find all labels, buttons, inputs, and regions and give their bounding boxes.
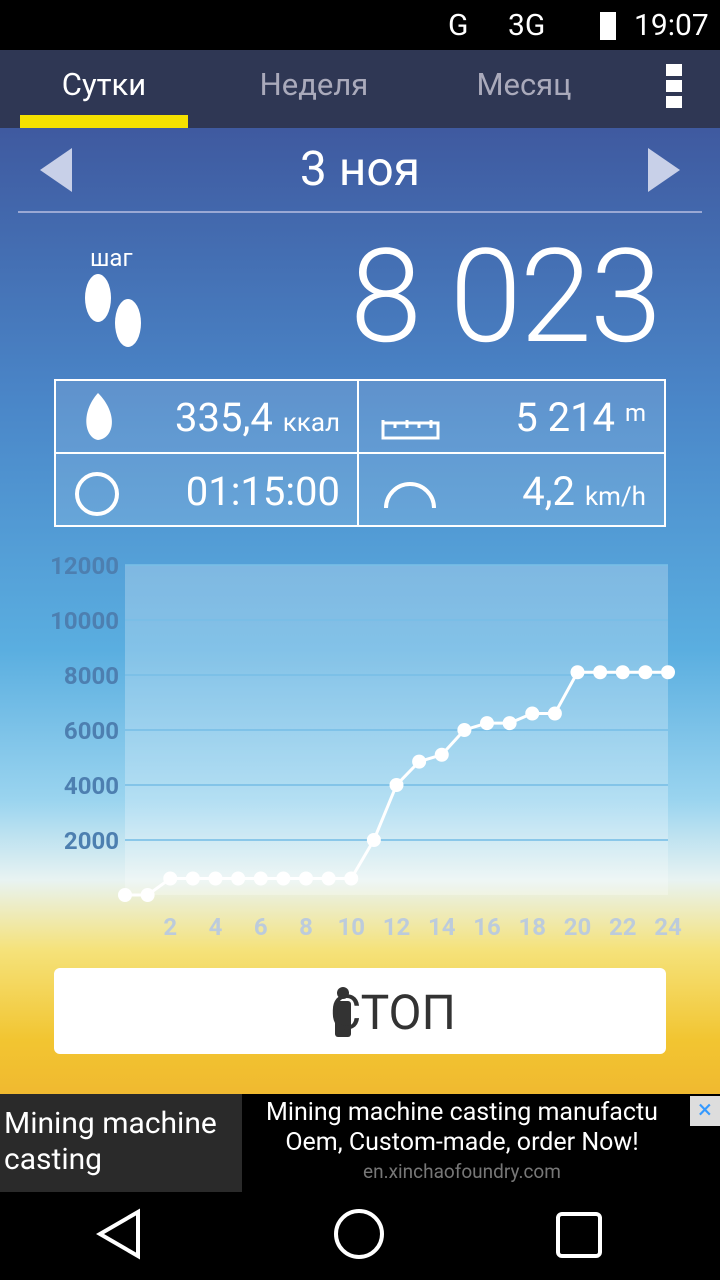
x-tick-label: 6 [254,913,268,941]
tab-bar: Сутки Неделя Месяц [0,50,720,128]
x-tick-label: 2 [163,913,177,941]
unit: ккал [282,408,340,438]
network: 3G [508,8,546,43]
person-icon [335,987,351,1037]
value: 5 214 [515,394,616,441]
status-bar: G 3G 19:07 [0,0,720,50]
network: G [448,8,469,43]
prev-day[interactable] [40,148,72,192]
data-point [525,706,540,721]
data-point [276,871,291,886]
date: 3 ноя [299,140,421,197]
data-point [547,706,562,721]
data-point [118,888,132,902]
y-tick-label: 10000 [50,607,119,635]
data-point [185,871,200,886]
y-tick-label: 2000 [64,827,119,855]
x-tick-label: 20 [564,913,592,941]
data-point [231,871,246,886]
value: 335,4 [175,394,273,441]
value: 4,2 [522,468,576,515]
data-point [570,665,585,680]
distance: 5 214 m [515,394,646,441]
x-tick-label: 4 [209,913,223,941]
data-point [366,833,381,847]
data-point [434,747,449,762]
y-tick-label: 4000 [64,772,119,800]
header-graphics [18,148,702,527]
steps-count: 8 023 [349,220,662,373]
data-point [253,871,268,886]
data-point [389,778,404,792]
speed: 4,2 km/h [522,468,646,515]
data-point [321,871,336,886]
x-tick-label: 8 [299,913,313,941]
data-point [661,665,675,680]
data-point [638,665,653,680]
ad-body: Oem, Custom-made, order Now! [285,1128,639,1157]
x-tick-label: 24 [654,913,682,941]
x-tick-label: 10 [337,913,365,941]
duration: 01:15:00 [185,468,340,515]
data-point [412,754,427,769]
tab[interactable]: Неделя [259,66,369,103]
ad-banner[interactable]: Mining machine casting Mining machine ca… [0,1094,720,1192]
button-label: СТОП [330,984,456,1041]
data-point [344,871,359,886]
home-button[interactable] [334,1209,384,1259]
ad-headline: Mining machine casting manufactu [266,1098,658,1127]
ad-close[interactable]: × [690,1096,720,1126]
speed-icon [384,482,436,509]
tab[interactable]: Сутки [61,66,147,103]
data-point [457,723,472,737]
unit: m [624,399,646,427]
data-point [615,665,630,680]
stopwatch-icon [75,472,119,516]
tab-indicator [20,115,188,128]
recents-button[interactable] [556,1212,602,1258]
y-tick-label: 6000 [64,717,119,745]
data-point [163,871,178,886]
x-tick-label: 16 [473,913,501,941]
y-tick-label: 12000 [50,552,119,580]
x-tick-label: 18 [518,913,546,941]
stop-button[interactable]: СТОП [54,968,666,1054]
tab[interactable]: Месяц [476,66,572,103]
data-point [480,716,494,731]
calories: 335,4 ккал [175,394,340,441]
data-point [502,716,517,731]
steps-label: шаг [90,244,133,272]
y-tick-label: 8000 [64,662,119,690]
ruler-icon [381,420,440,440]
menu-button[interactable] [666,64,682,108]
data-point [208,871,223,886]
unit: km/h [584,482,646,512]
battery-icon [600,12,616,40]
data-point [299,871,313,886]
ad-left: Mining machine casting [0,1094,242,1192]
x-tick-label: 12 [383,913,411,941]
next-day[interactable] [648,148,680,192]
nav-bar [0,1192,720,1280]
back-button[interactable] [96,1208,140,1260]
clock: 19:07 [634,8,709,43]
x-tick-label: 22 [609,913,637,941]
data-point [140,888,155,902]
ad-url: en.xinchaofoundry.com [363,1160,561,1183]
x-tick-label: 14 [428,913,456,941]
fire-icon [86,393,112,440]
footprints-icon [85,274,141,347]
data-point [593,665,608,680]
